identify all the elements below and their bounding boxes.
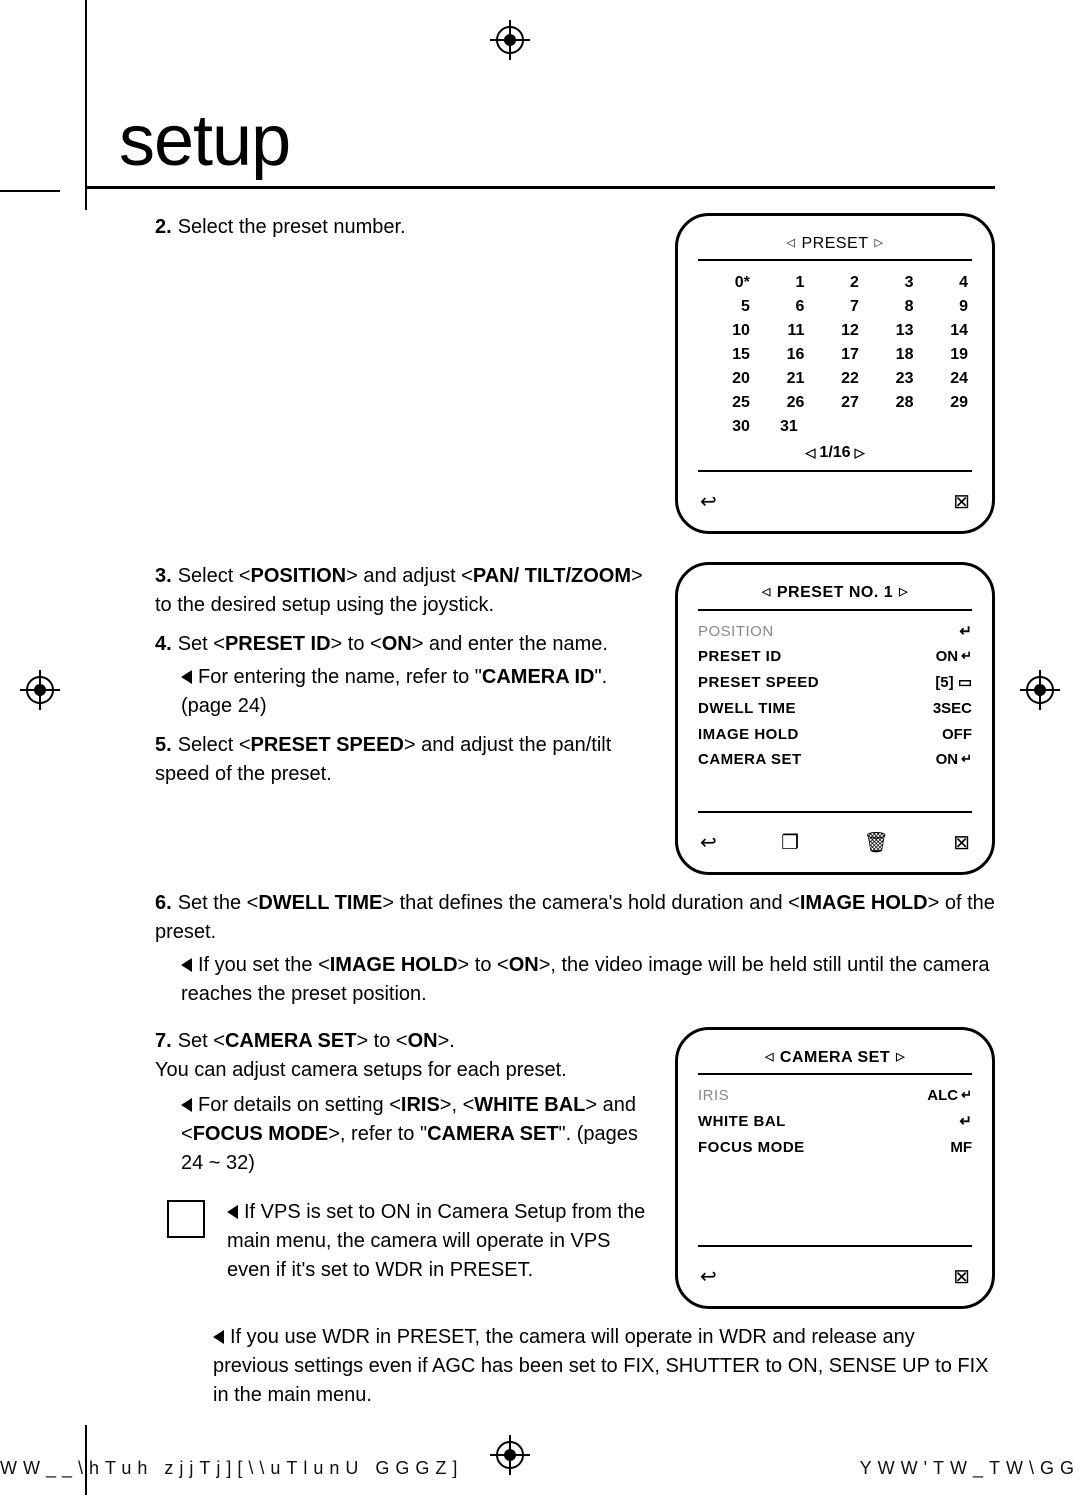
preset-cell: 26	[757, 391, 805, 415]
step-6-sub: If you set the <IMAGE HOLD> to <ON>, the…	[155, 951, 995, 1009]
step-7: 7.Set <CAMERA SET> to <ON>.You can adjus…	[155, 1027, 651, 1085]
step-2: 2.Select the preset number.	[155, 213, 651, 242]
preset-cell: 30	[702, 415, 750, 439]
menu-row: PRESET SPEED[5] ▭	[698, 670, 972, 696]
registration-mark-icon	[20, 670, 60, 710]
menu-row: PRESET IDON↵	[698, 644, 972, 670]
panel-title: ◁PRESET NO. 1▷	[698, 581, 972, 604]
preset-cell: 27	[811, 391, 859, 415]
registration-mark-icon	[490, 1435, 530, 1475]
menu-row: IMAGE HOLDOFF	[698, 722, 972, 748]
preset-cell: 6	[757, 295, 805, 319]
menu-row: IRISALC↵	[698, 1083, 972, 1109]
preset-cell: 10	[702, 319, 750, 343]
preset-cell: 4	[920, 271, 968, 295]
preset-cell: 17	[811, 343, 859, 367]
preset-cell: 7	[811, 295, 859, 319]
step-5: 5.Select <PRESET SPEED> and adjust the p…	[155, 731, 651, 789]
preset-cell: 24	[920, 367, 968, 391]
step-4: 4.Set <PRESET ID> to <ON> and enter the …	[155, 630, 651, 659]
preset-cell: 29	[920, 391, 968, 415]
pager: ◁1/16▷	[698, 441, 972, 464]
panel-title: ◁PRESET▷	[698, 232, 972, 255]
preset-cell: 31	[750, 415, 798, 439]
preset-cell: 25	[702, 391, 750, 415]
preset-cell: 18	[866, 343, 914, 367]
preset-cell: 22	[811, 367, 859, 391]
preset-cell: 0*	[702, 271, 750, 295]
menu-row: DWELL TIME3SEC	[698, 696, 972, 722]
preset-cell: 15	[702, 343, 750, 367]
content: 2.Select the preset number. ◁PRESET▷ 0* 1…	[85, 189, 995, 1410]
preset-cell: 21	[757, 367, 805, 391]
step-4-sub: For entering the name, refer to "CAMERA …	[155, 663, 651, 721]
preset-cell: 14	[920, 319, 968, 343]
preset-cell: 20	[702, 367, 750, 391]
step-3: 3.Select <POSITION> and adjust <PAN/ TIL…	[155, 562, 651, 620]
footer-left: WW__\hTuh zjjTj][\\uTlunU GGGZ]	[0, 1458, 463, 1479]
preset-cell: 1	[757, 271, 805, 295]
menu-row: WHITE BAL↵	[698, 1109, 972, 1135]
preset-cell: 5	[702, 295, 750, 319]
close-icon: ⊠	[953, 1263, 970, 1292]
preset-cell: 13	[866, 319, 914, 343]
preset-cell: 11	[757, 319, 805, 343]
footer-right: YWW'TW_TW\GG	[860, 1458, 1080, 1479]
trash-icon: 🗑	[863, 829, 888, 858]
close-icon: ⊠	[953, 829, 970, 858]
panel-title: ◁CAMERA SET▷	[698, 1046, 972, 1069]
preset-cell: 23	[866, 367, 914, 391]
preset-cell: 19	[920, 343, 968, 367]
menu-row: FOCUS MODEMF	[698, 1135, 972, 1161]
note-icon	[167, 1200, 205, 1238]
page: setup 2.Select the preset number. ◁PRESE…	[85, 30, 995, 1435]
preset-no-panel: ◁PRESET NO. 1▷ POSITION↵PRESET IDON↵PRES…	[675, 562, 995, 875]
note: If VPS is set to ON in Camera Setup from…	[155, 1198, 651, 1285]
sheet: setup 2.Select the preset number. ◁PRESE…	[0, 0, 1080, 1495]
note-2: If you use WDR in PRESET, the camera wil…	[213, 1323, 995, 1410]
camera-set-panel: ◁CAMERA SET▷ IRISALC↵WHITE BAL↵FOCUS MOD…	[675, 1027, 995, 1308]
preset-cell: 2	[811, 271, 859, 295]
copy-icon: ❐	[781, 829, 799, 858]
crop-mark	[0, 190, 60, 192]
preset-grid-panel: ◁PRESET▷ 0*12345678910111213141516171819…	[675, 213, 995, 534]
preset-cell: 12	[811, 319, 859, 343]
back-icon: ↩	[700, 829, 717, 858]
back-icon: ↩	[700, 1263, 717, 1292]
back-icon: ↩	[700, 488, 717, 517]
registration-mark-icon	[1020, 670, 1060, 710]
close-icon: ⊠	[953, 488, 970, 517]
preset-cell: 3	[866, 271, 914, 295]
preset-cell: 28	[866, 391, 914, 415]
menu-row: CAMERA SETON↵	[698, 747, 972, 773]
preset-cell: 16	[757, 343, 805, 367]
preset-cell: 8	[866, 295, 914, 319]
step-7-sub: For details on setting <IRIS>, <WHITE BA…	[155, 1091, 651, 1178]
preset-cell: 9	[920, 295, 968, 319]
step-6: 6.Set the <DWELL TIME> that defines the …	[155, 889, 995, 947]
menu-row: POSITION↵	[698, 619, 972, 645]
page-title: setup	[85, 30, 995, 189]
